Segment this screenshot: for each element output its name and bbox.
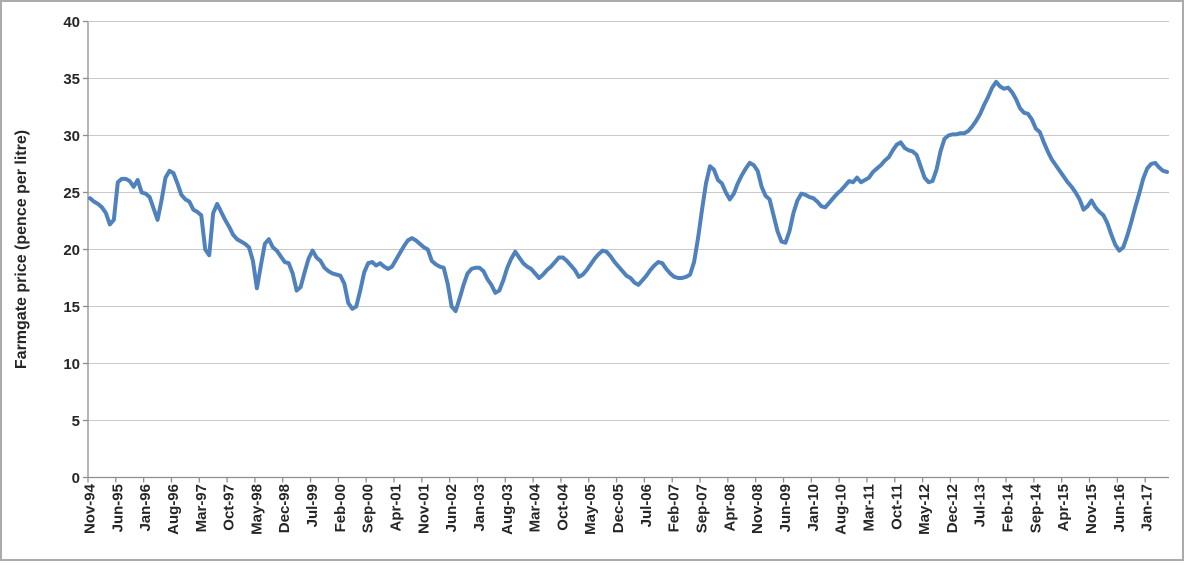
x-tick-label: Nov-08 — [749, 484, 766, 534]
axes — [83, 20, 1169, 483]
x-tick-label: Apr-01 — [388, 484, 405, 532]
x-tick-label: Jan-96 — [137, 484, 154, 532]
x-tick-label: Sep-14 — [1027, 483, 1044, 533]
y-tick-label: 25 — [63, 185, 80, 202]
y-tick-label: 5 — [72, 413, 80, 430]
x-tick-label: Jan-10 — [805, 484, 822, 532]
y-tick-label: 30 — [63, 128, 80, 145]
x-tick-label: Jan-17 — [1139, 484, 1156, 532]
x-tick-label: May-05 — [582, 484, 599, 535]
x-tick-label: Feb-14 — [1000, 483, 1017, 532]
y-tick-label: 20 — [63, 242, 80, 259]
x-tick-label: Dec-98 — [276, 484, 293, 533]
x-tick-label: May-98 — [248, 484, 265, 535]
x-tick-label: Nov-15 — [1083, 484, 1100, 534]
x-tick-label: Jun-09 — [777, 484, 794, 532]
x-tick-label: Nov-94 — [81, 483, 98, 534]
x-tick-label: Jan-03 — [471, 484, 488, 532]
x-tick-label: Oct-04 — [554, 483, 571, 530]
y-tick-label: 40 — [63, 14, 80, 31]
x-tick-label: Aug-10 — [833, 484, 850, 535]
x-tick-label: Apr-15 — [1055, 484, 1072, 532]
x-tick-label: Jun-16 — [1111, 484, 1128, 532]
x-tick-label: Jul-99 — [304, 484, 321, 527]
y-tick-label: 10 — [63, 356, 80, 373]
x-tick-label: Feb-07 — [666, 484, 683, 532]
x-tick-label: Dec-12 — [944, 484, 961, 533]
x-tick-label: Feb-00 — [332, 484, 349, 532]
x-tick-label: Mar-04 — [527, 483, 544, 532]
x-tick-label: Jul-13 — [972, 484, 989, 527]
x-tick-label: Dec-05 — [610, 484, 627, 533]
price-series-line — [87, 79, 1170, 314]
y-tick-label: 35 — [63, 71, 80, 88]
x-tick-label: Jun-95 — [109, 484, 126, 532]
x-tick-label: Oct-11 — [888, 484, 905, 530]
x-tick-label: Nov-01 — [415, 484, 432, 534]
x-tick-label: Aug-96 — [165, 484, 182, 535]
gridlines — [88, 21, 1169, 421]
x-tick-label: Aug-03 — [499, 484, 516, 535]
y-tick-label: 15 — [63, 299, 80, 316]
x-tick-label: May-12 — [916, 484, 933, 535]
x-tick-label: Jun-02 — [443, 484, 460, 532]
y-axis-tick-labels: 0 5 10 15 20 25 30 35 40 — [63, 14, 80, 487]
x-tick-label: Sep-00 — [360, 484, 377, 533]
x-tick-label: Oct-97 — [221, 484, 238, 531]
y-axis-title: Farmgate price (pence per litre) — [13, 130, 30, 369]
x-tick-label: Apr-08 — [721, 484, 738, 532]
x-tick-label: Jul-06 — [638, 484, 655, 527]
x-tick-label: Sep-07 — [694, 484, 711, 533]
y-tick-label: 0 — [72, 470, 80, 487]
x-tick-label: Mar-11 — [860, 484, 877, 532]
x-tick-label: Mar-97 — [193, 484, 210, 532]
x-axis-tick-labels: Nov-94 Jun-95 Jan-96 Aug-96 Mar-97 Oct-97 May-… — [81, 483, 1155, 535]
